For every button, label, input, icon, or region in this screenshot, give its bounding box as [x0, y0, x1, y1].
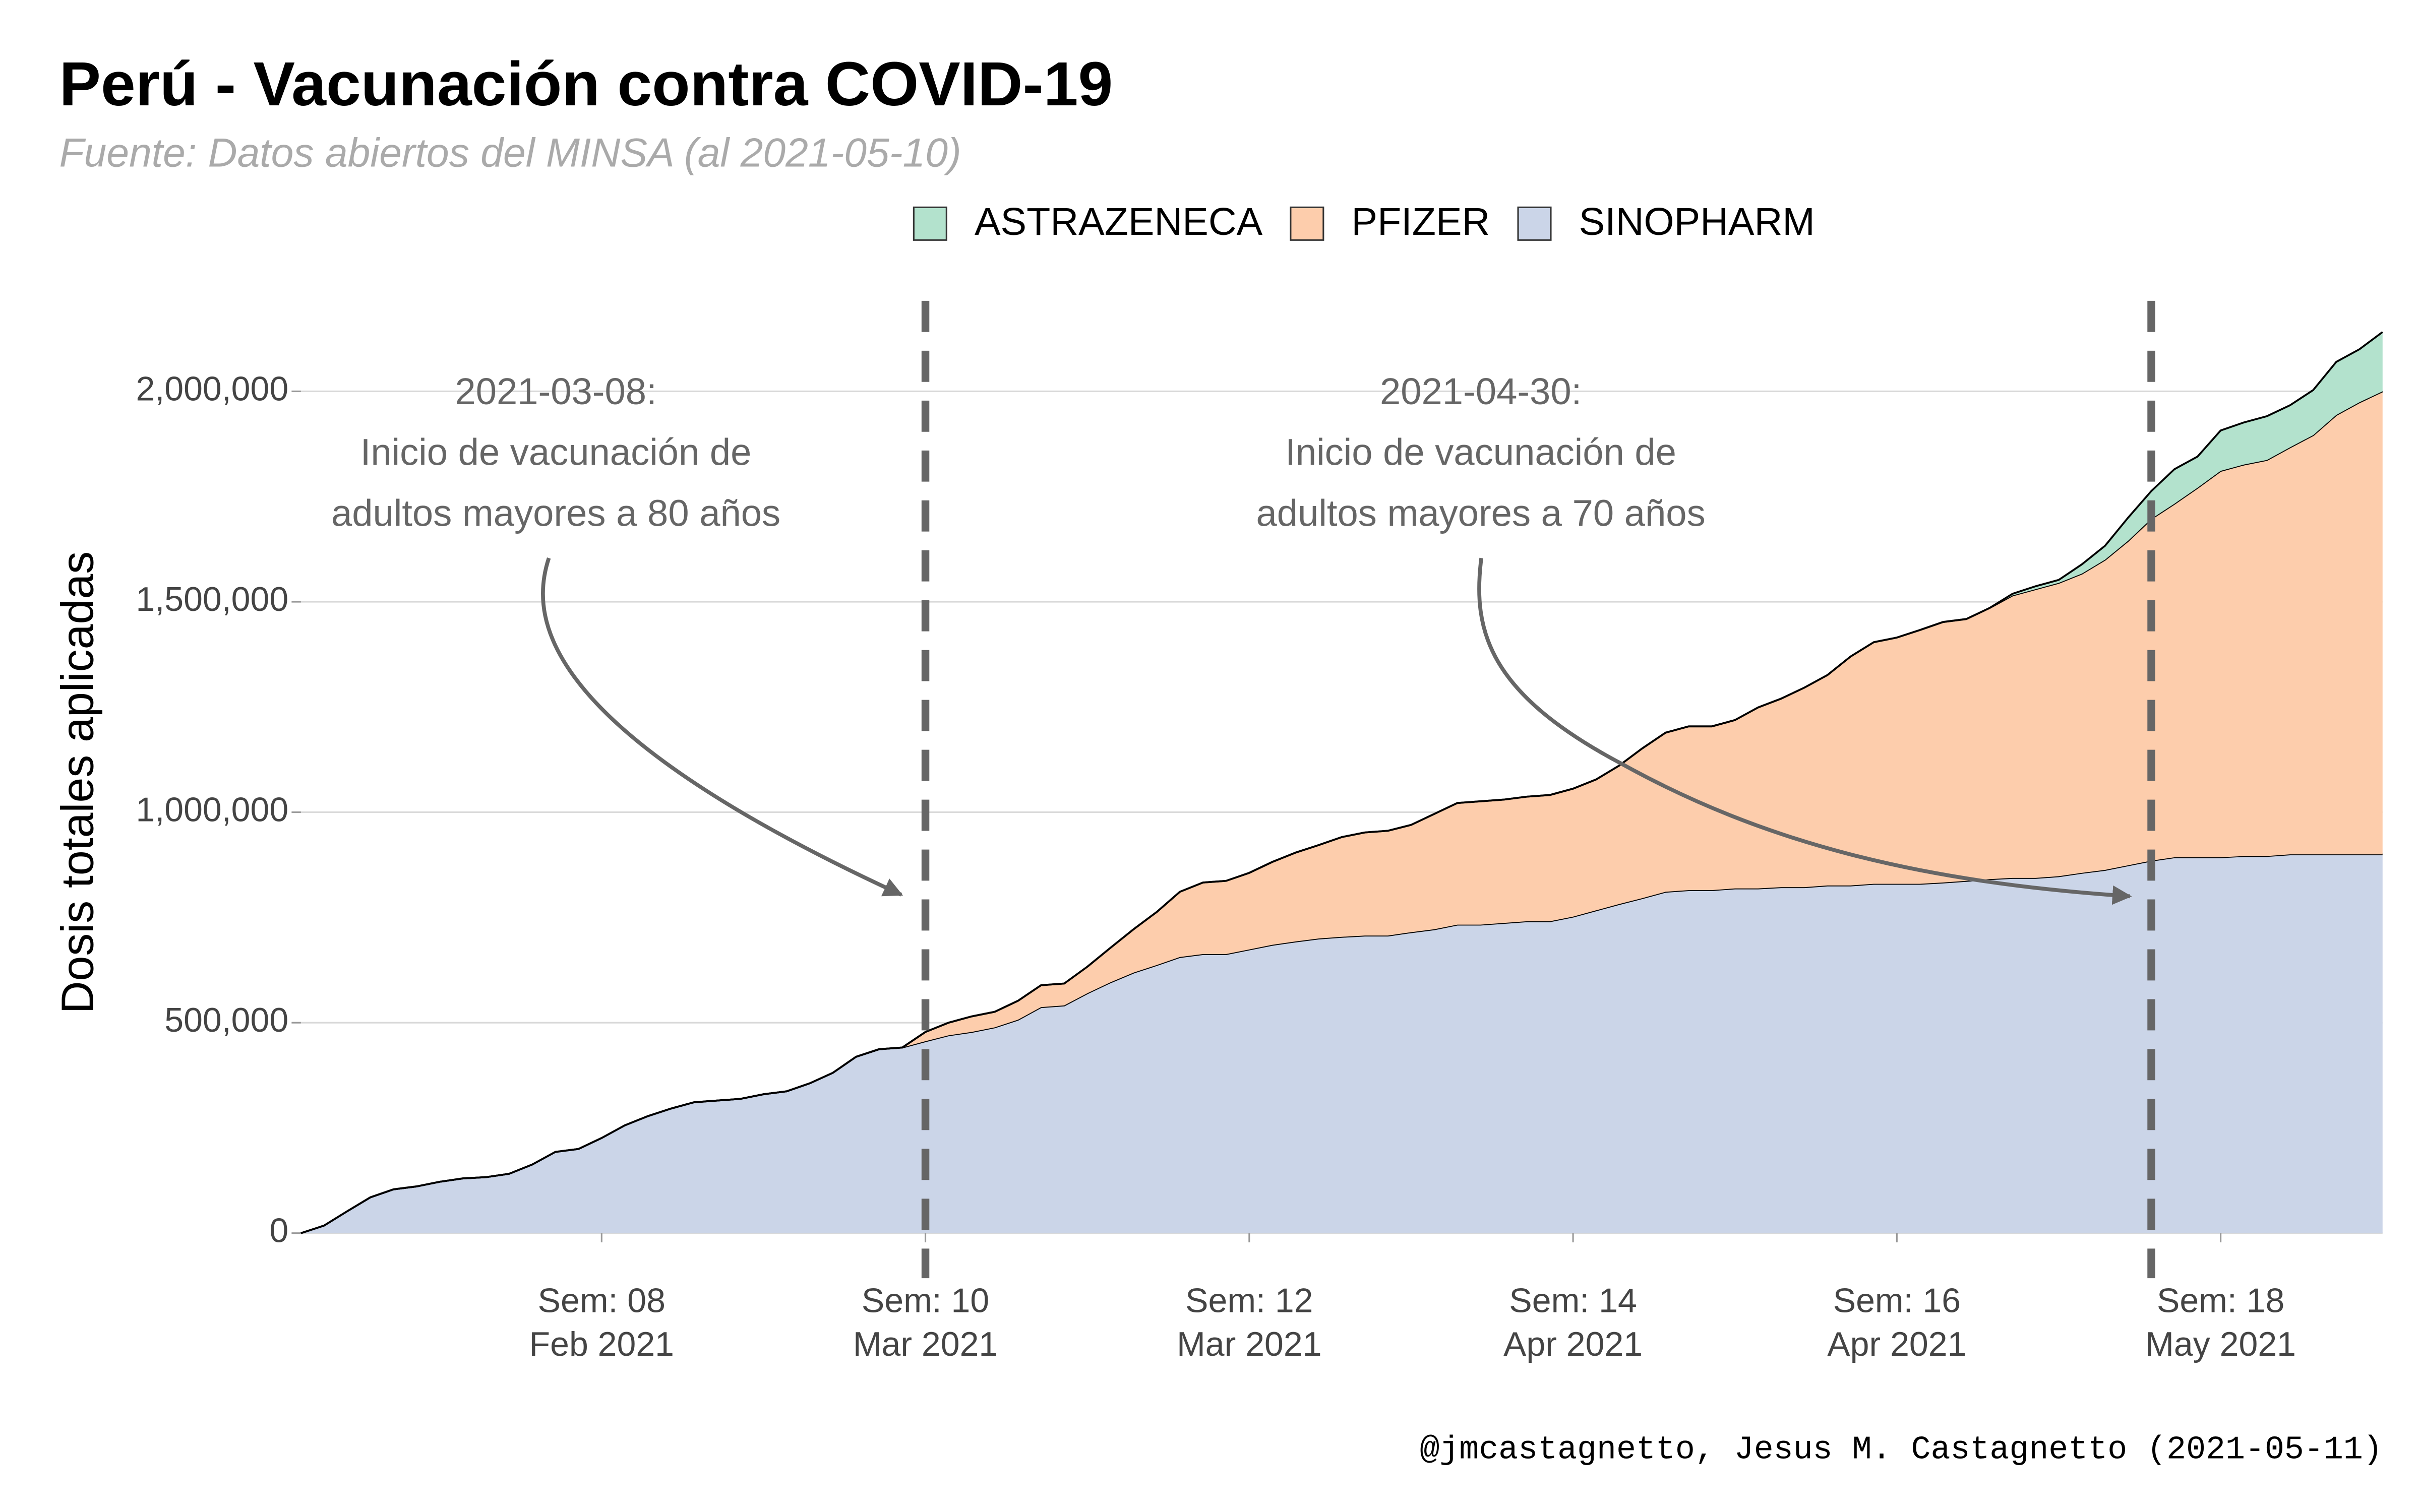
x-tick-label: Sem: 12 — [1185, 1282, 1313, 1320]
area — [300, 854, 2383, 1233]
legend-swatch — [913, 206, 947, 241]
y-tick-label: 1,000,000 — [136, 791, 289, 829]
legend-label: ASTRAZENECA — [975, 200, 1263, 243]
overlay: 0 500,000 1,000,000 1,500,000 2,000,000 Sem: … — [136, 300, 2296, 1363]
legend-swatch — [1517, 206, 1552, 241]
annotation-arrow — [1477, 557, 2132, 905]
x-tick-label: Sem: 16 — [1833, 1282, 1961, 1320]
x-tick-label: Apr 2021 — [1827, 1325, 1966, 1363]
area — [300, 391, 2383, 1233]
y-tick-label: 1,500,000 — [136, 580, 289, 618]
annotation-text: adultos mayores a 70 años — [1256, 492, 1706, 534]
y-tick-label: 500,000 — [164, 1001, 288, 1039]
x-tick-label: Sem: 10 — [862, 1282, 989, 1320]
legend-item: SINOPHARM — [1517, 200, 1815, 243]
legend-item: PFIZER — [1290, 200, 1490, 243]
chart-title: Perú - Vacunación contra COVID-19 — [59, 49, 1113, 119]
annotation-text: adultos mayores a 80 años — [331, 492, 780, 534]
areas — [300, 331, 2383, 1234]
y-axis-label: Dosis totales aplicadas — [53, 551, 103, 1014]
caption: @jmcastagnetto, Jesus M. Castagnetto (20… — [1420, 1431, 2382, 1468]
legend-label: SINOPHARM — [1579, 200, 1815, 243]
y-tick-label: 0 — [269, 1212, 288, 1250]
annotation-text: Inicio de vacunación de — [360, 431, 752, 473]
legend-swatch — [1290, 206, 1324, 241]
x-tick-label: Mar 2021 — [853, 1325, 998, 1363]
annotation-text: Inicio de vacunación de — [1285, 431, 1676, 473]
legend-label: PFIZER — [1352, 200, 1490, 243]
x-tick-label: Sem: 14 — [1509, 1282, 1637, 1320]
x-tick-label: May 2021 — [2145, 1325, 2296, 1363]
annotation-text: 2021-03-08: — [455, 370, 656, 412]
x-tick-label: Sem: 18 — [2157, 1282, 2284, 1320]
annotation-arrow — [541, 557, 903, 897]
annotation-text: 2021-04-30: — [1380, 370, 1582, 412]
chart-subtitle: Fuente: Datos abiertos del MINSA (al 202… — [59, 131, 961, 176]
legend-item: ASTRAZENECA — [913, 200, 1263, 243]
x-tick-label: Mar 2021 — [1177, 1325, 1321, 1363]
area-outline — [300, 331, 2383, 1234]
x-tick-label: Feb 2021 — [529, 1325, 674, 1363]
y-tick-label: 2,000,000 — [136, 369, 289, 408]
x-tick-label: Apr 2021 — [1503, 1325, 1643, 1363]
x-tick-label: Sem: 08 — [538, 1282, 666, 1320]
